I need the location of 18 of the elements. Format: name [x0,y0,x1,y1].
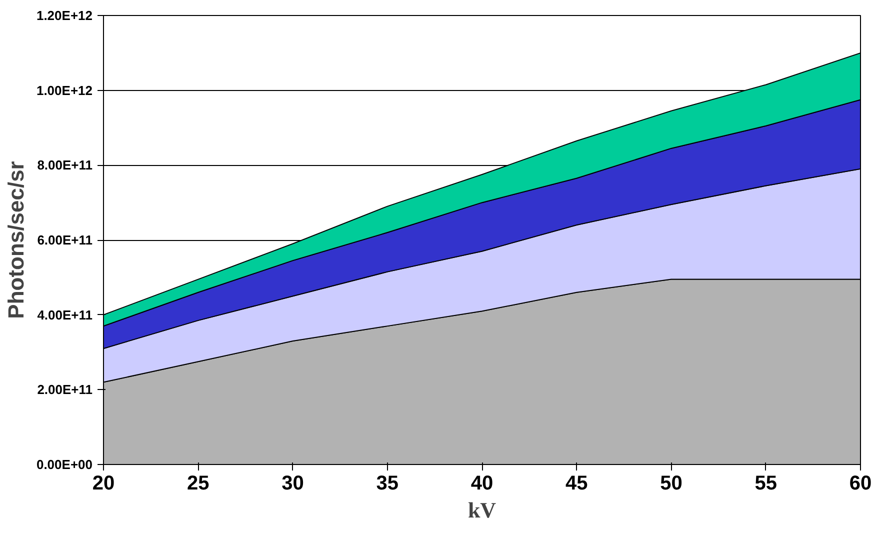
x-tick-label: 20 [92,472,115,494]
y-tick-label: 0.00E+00 [36,457,93,472]
y-tick-label: 8.00E+11 [37,158,93,173]
x-tick-label: 35 [376,472,398,494]
x-tick-label: 45 [566,472,588,494]
x-tick-label: 50 [660,472,682,494]
x-tick-label: 55 [754,472,777,494]
x-tick-label: 30 [282,472,304,494]
x-tick-label: 25 [187,472,210,494]
y-axis-title: Photons/sec/sr [3,160,28,319]
x-axis-title: kV [468,498,496,522]
x-tick-label: 40 [470,472,494,494]
y-tick-label: 2.00E+11 [37,382,93,398]
y-tick-label: 1.00E+12 [36,82,93,98]
y-tick-label: 1.20E+12 [36,8,93,23]
y-tick-label: 6.00E+11 [37,232,93,248]
y-tick-label: 4.00E+11 [37,307,93,322]
x-tick-label: 60 [849,472,872,494]
